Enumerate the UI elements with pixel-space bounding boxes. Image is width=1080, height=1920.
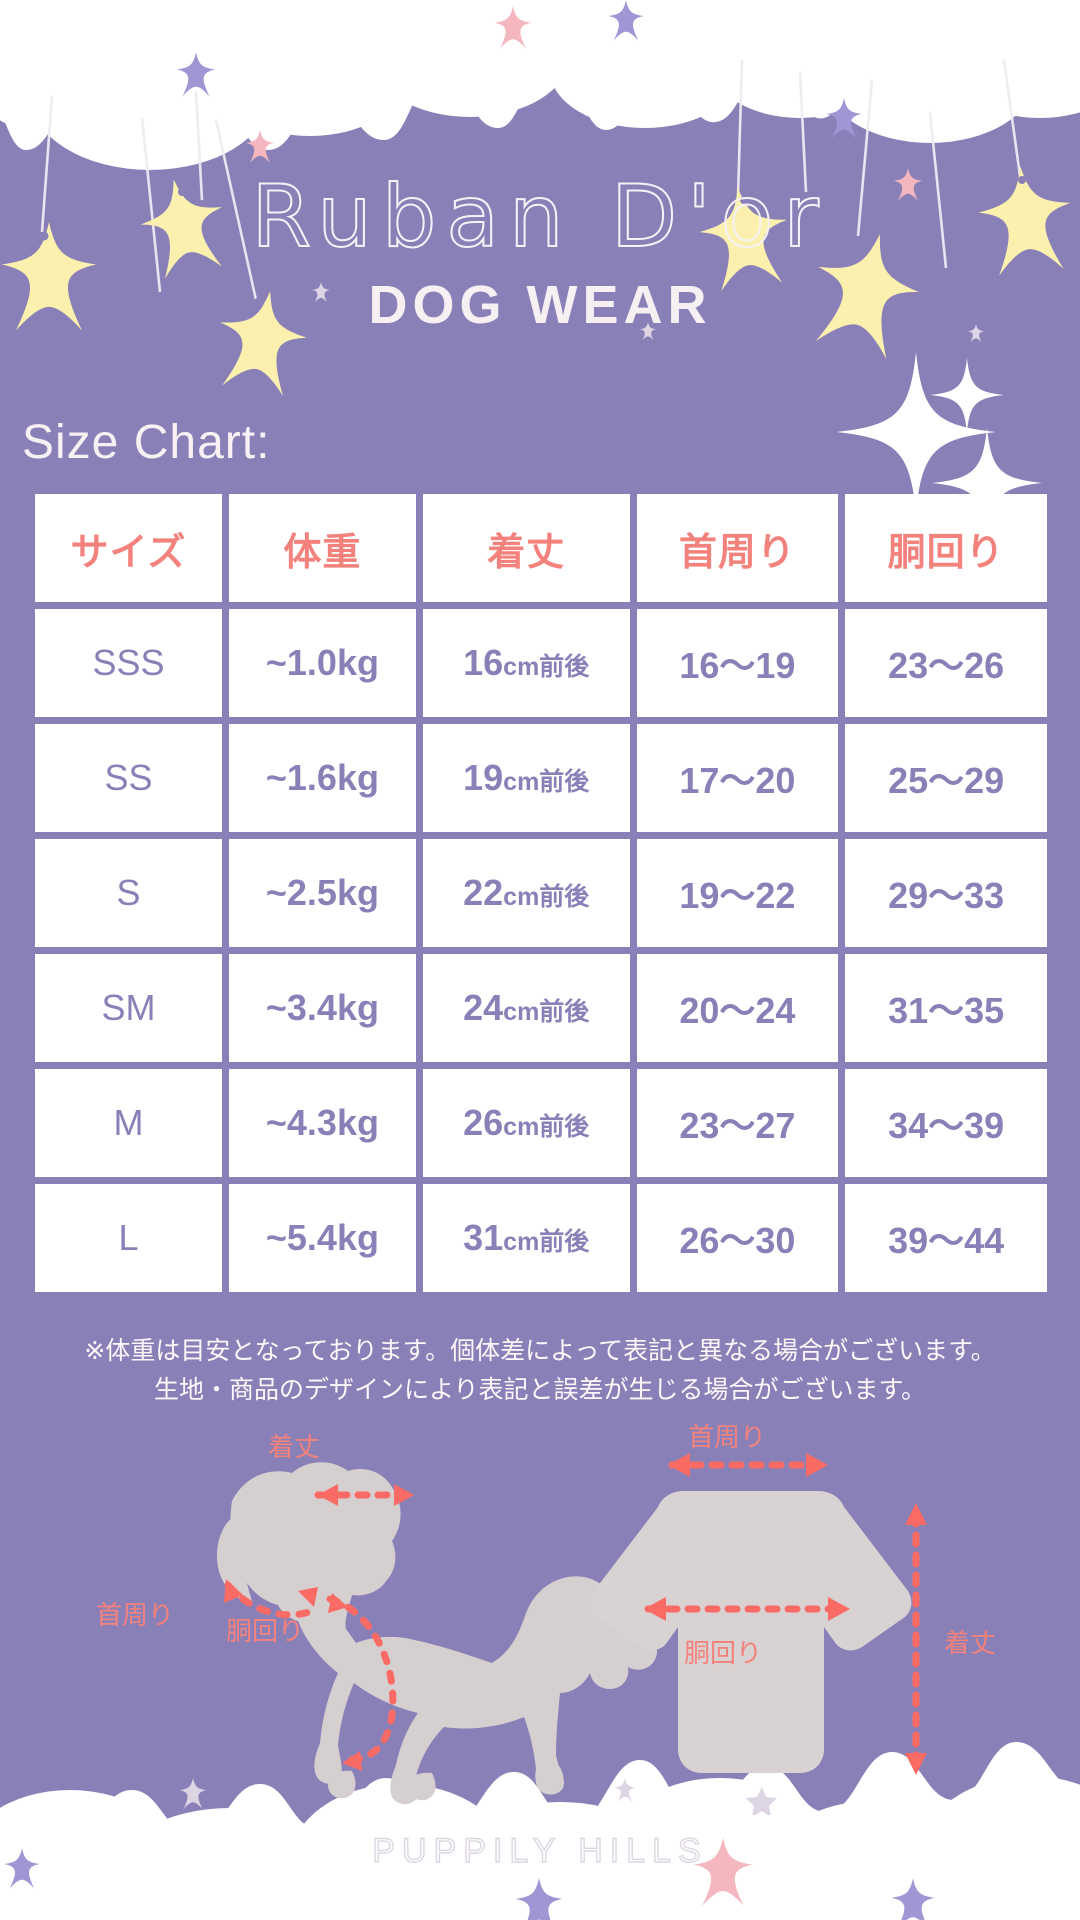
cell-size: M bbox=[35, 1069, 222, 1177]
shirt-neck-arrow bbox=[668, 1453, 828, 1477]
header-label: 首周り bbox=[678, 531, 796, 574]
cell-length: 16cm前後 bbox=[422, 609, 630, 717]
cell-chest: 29〜33 bbox=[845, 839, 1047, 947]
cell-weight: ~3.4kg bbox=[228, 954, 416, 1062]
dog-length-label: 着丈 bbox=[268, 1432, 321, 1462]
cell-weight: ~1.6kg bbox=[228, 724, 416, 832]
cell-length: 26cm前後 bbox=[422, 1069, 630, 1177]
footnote-line-1: ※体重は目安となっております。個体差によって表記と異なる場合がございます。 bbox=[84, 1337, 996, 1365]
cell-neck: 23〜27 bbox=[636, 1069, 839, 1177]
shirt-length-label: 着丈 bbox=[944, 1628, 997, 1658]
measurement-diagrams: 着丈 首周り 胴回り 首周り 胴回り 着丈 bbox=[0, 1415, 1080, 1817]
header-label: サイズ bbox=[70, 531, 187, 574]
footnote-line-2: 生地・商品のデザインにより表記と誤差が生じる場合がございます。 bbox=[153, 1375, 926, 1404]
column-header-neck: 首周り bbox=[636, 494, 839, 602]
cell-chest: 34〜39 bbox=[845, 1069, 1047, 1177]
column-header-size: サイズ bbox=[35, 494, 222, 602]
cell-size: S bbox=[35, 839, 222, 947]
size-chart-table: サイズ 体重 着丈 首周り 胴回り SSS ~1.0kg 16cm前後 16〜1… bbox=[28, 487, 1054, 1299]
cell-length: 19cm前後 bbox=[422, 724, 630, 832]
dog-chest-label: 胴回り bbox=[226, 1616, 305, 1646]
table-row: S ~2.5kg 22cm前後 19〜22 29〜33 bbox=[35, 839, 1047, 947]
brand-title: Ruban D'or bbox=[250, 167, 829, 267]
cell-neck: 26〜30 bbox=[636, 1184, 839, 1292]
cell-length: 24cm前後 bbox=[422, 954, 630, 1062]
cell-neck: 16〜19 bbox=[636, 609, 839, 717]
cell-chest: 39〜44 bbox=[845, 1184, 1047, 1292]
brand-header: Ruban D'or DOG WEAR bbox=[0, 167, 1080, 336]
cell-length: 31cm前後 bbox=[422, 1184, 630, 1292]
brand-subtitle: DOG WEAR bbox=[368, 275, 712, 336]
size-chart-heading: Size Chart: bbox=[22, 416, 271, 469]
cell-neck: 17〜20 bbox=[636, 724, 839, 832]
shirt-chest-label: 胴回り bbox=[684, 1638, 763, 1668]
cell-size: L bbox=[35, 1184, 222, 1292]
table-row: M ~4.3kg 26cm前後 23〜27 34〜39 bbox=[35, 1069, 1047, 1177]
table-header-row: サイズ 体重 着丈 首周り 胴回り bbox=[35, 494, 1047, 602]
cell-neck: 20〜24 bbox=[636, 954, 839, 1062]
table-row: L ~5.4kg 31cm前後 26〜30 39〜44 bbox=[35, 1184, 1047, 1292]
cell-weight: ~5.4kg bbox=[228, 1184, 416, 1292]
cell-size: SM bbox=[35, 954, 222, 1062]
cell-length: 22cm前後 bbox=[422, 839, 630, 947]
cell-weight: ~1.0kg bbox=[228, 609, 416, 717]
watermark: PUPPILY HILLS bbox=[372, 1831, 708, 1870]
cell-chest: 23〜26 bbox=[845, 609, 1047, 717]
cell-neck: 19〜22 bbox=[636, 839, 839, 947]
table-row: SM ~3.4kg 24cm前後 20〜24 31〜35 bbox=[35, 954, 1047, 1062]
shirt-length-arrow bbox=[905, 1503, 927, 1775]
table-row: SS ~1.6kg 19cm前後 17〜20 25〜29 bbox=[35, 724, 1047, 832]
dog-length-arrow bbox=[314, 1484, 418, 1506]
cell-size: SS bbox=[35, 724, 222, 832]
cell-weight: ~2.5kg bbox=[228, 839, 416, 947]
column-header-chest: 胴回り bbox=[845, 494, 1047, 602]
shirt-chest-arrow bbox=[644, 1597, 850, 1621]
header-label: 着丈 bbox=[487, 531, 566, 574]
footnote: ※体重は目安となっております。個体差によって表記と異なる場合がございます。 生地… bbox=[0, 1332, 1080, 1410]
dog-neck-label: 首周り bbox=[96, 1600, 175, 1630]
cell-size: SSS bbox=[35, 609, 222, 717]
size-chart-table-wrap: サイズ 体重 着丈 首周り 胴回り SSS ~1.0kg 16cm前後 16〜1… bbox=[28, 487, 1054, 1299]
header-label: 体重 bbox=[283, 531, 362, 574]
table-body: SSS ~1.0kg 16cm前後 16〜19 23〜26 SS ~1.6kg … bbox=[35, 609, 1047, 1292]
cell-chest: 31〜35 bbox=[845, 954, 1047, 1062]
dog-neck-loop bbox=[224, 1579, 318, 1619]
table-row: SSS ~1.0kg 16cm前後 16〜19 23〜26 bbox=[35, 609, 1047, 717]
cell-chest: 25〜29 bbox=[845, 724, 1047, 832]
cell-weight: ~4.3kg bbox=[228, 1069, 416, 1177]
header-label: 胴回り bbox=[887, 531, 1005, 574]
column-header-length: 着丈 bbox=[422, 494, 630, 602]
shirt-neck-label: 首周り bbox=[688, 1422, 767, 1452]
column-header-weight: 体重 bbox=[228, 494, 416, 602]
